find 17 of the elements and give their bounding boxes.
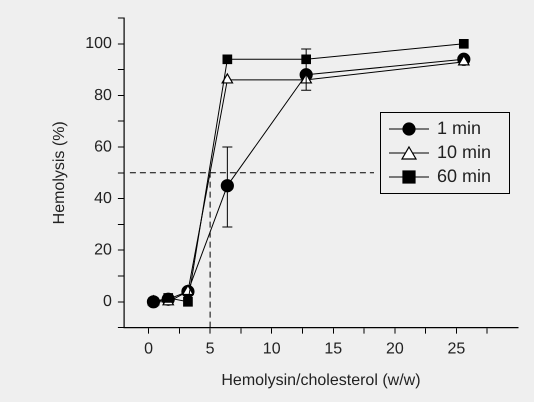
y-tick-label: 20 xyxy=(94,242,112,259)
legend-label: 60 min xyxy=(437,166,492,188)
y-tick-label: 100 xyxy=(85,35,112,52)
y-axis-title: Hemolysis (%) xyxy=(51,121,68,224)
x-tick-label: 10 xyxy=(262,340,281,358)
x-tick-label: 0 xyxy=(144,340,154,358)
legend-label: 10 min xyxy=(437,142,492,164)
legend-label: 1 min xyxy=(437,118,482,140)
x-axis-title: Hemolysin/cholesterol (w/w) xyxy=(221,372,421,389)
y-tick-label: 80 xyxy=(94,86,112,104)
x-tick-label: 20 xyxy=(386,340,404,358)
x-tick-label: 25 xyxy=(448,340,466,358)
x-tick-label: 15 xyxy=(324,340,342,358)
y-tick-label: 60 xyxy=(94,138,112,156)
x-tick-label: 5 xyxy=(206,340,215,358)
y-tick-label: 0 xyxy=(102,293,112,310)
y-tick-label: 40 xyxy=(94,190,112,208)
